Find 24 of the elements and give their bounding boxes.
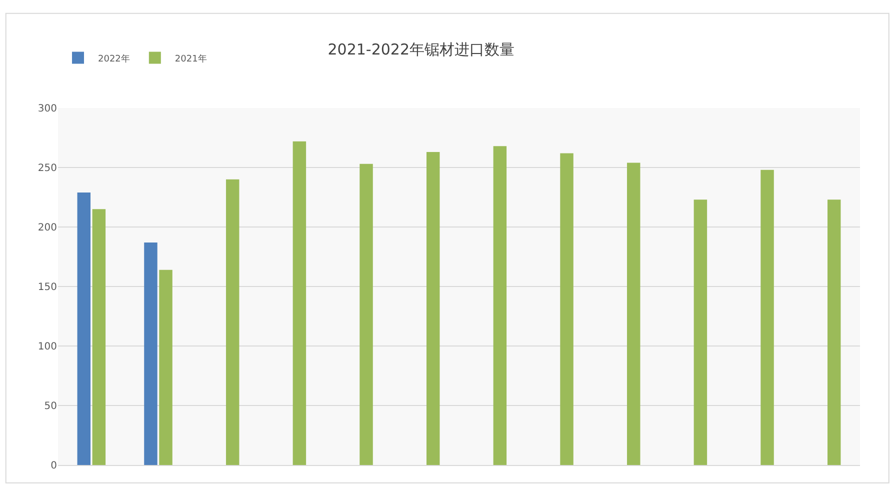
legend-label: 2021年	[174, 53, 207, 64]
bar	[92, 209, 106, 465]
y-tick-label: 200	[38, 222, 57, 234]
bar	[159, 270, 172, 465]
y-tick-label: 300	[38, 104, 57, 114]
y-tick-label: 50	[44, 401, 57, 412]
bar	[493, 146, 507, 465]
bar	[226, 179, 240, 465]
bar	[760, 170, 774, 465]
bar	[292, 141, 306, 465]
legend-label: 2022年	[98, 53, 130, 64]
bar	[77, 192, 91, 465]
bar	[694, 200, 708, 465]
bar	[827, 200, 841, 465]
bar	[626, 162, 640, 465]
y-tick-label: 150	[38, 282, 57, 293]
bar	[144, 242, 158, 465]
bar	[560, 153, 574, 465]
bar	[360, 164, 373, 465]
chart-title: 2021-2022年锯材进口数量	[328, 40, 515, 58]
y-tick-label: 100	[38, 342, 57, 352]
bar	[426, 152, 440, 465]
y-tick-label: 0	[50, 460, 57, 472]
y-tick-label: 250	[38, 163, 57, 174]
